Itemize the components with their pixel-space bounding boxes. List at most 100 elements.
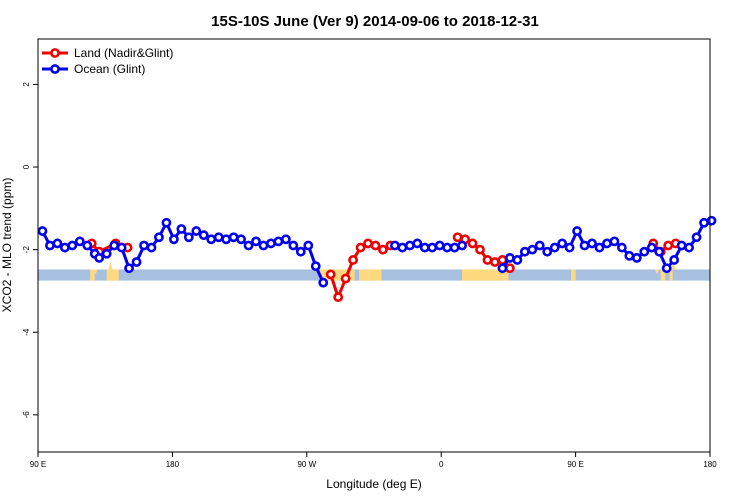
- data-point: [37, 226, 48, 236]
- data-point: [168, 234, 179, 245]
- data-point: [109, 240, 120, 251]
- data-point: [661, 263, 672, 274]
- data-point: [183, 232, 194, 243]
- data-point: [419, 242, 430, 253]
- data-point: [243, 240, 254, 251]
- data-point: [669, 255, 680, 265]
- land-bump: [108, 262, 113, 270]
- y-tick-label: 2: [22, 82, 31, 87]
- data-point: [116, 242, 127, 253]
- data-point: [288, 240, 299, 251]
- y-tick-label: 0: [22, 164, 31, 169]
- data-point: [564, 242, 575, 253]
- data-point: [363, 238, 373, 249]
- data-point: [333, 292, 344, 303]
- data-point: [318, 277, 329, 288]
- x-axis-label: Longitude (deg E): [326, 477, 421, 491]
- data-point: [490, 257, 500, 267]
- land-segment: [669, 269, 673, 281]
- data-point: [191, 226, 202, 236]
- data-point: [176, 224, 187, 234]
- data-point: [52, 238, 63, 249]
- chart-title: 15S-10S June (Ver 9) 2014-09-06 to 2018-…: [211, 13, 539, 30]
- data-point: [609, 236, 620, 247]
- data-point: [691, 232, 702, 243]
- data-point: [519, 246, 530, 257]
- data-point: [258, 240, 269, 251]
- data-point: [663, 240, 674, 251]
- x-tick-label: 180: [166, 460, 180, 469]
- data-point: [370, 240, 381, 251]
- data-point: [221, 234, 232, 245]
- data-point: [504, 252, 515, 263]
- data-point: [303, 240, 314, 251]
- data-point: [310, 261, 321, 272]
- y-tick-label: -6: [22, 411, 31, 419]
- land-segment: [320, 269, 355, 281]
- data-point: [390, 240, 400, 251]
- data-point: [412, 238, 423, 249]
- data-point: [434, 240, 445, 251]
- data-point: [236, 234, 246, 245]
- data-point: [67, 240, 78, 251]
- data-point: [594, 242, 605, 253]
- x-tick-label: 90 W: [297, 460, 316, 469]
- data-point: [427, 242, 438, 253]
- series-ocean-glint-: [37, 215, 717, 288]
- data-point: [534, 240, 545, 251]
- data-point: [198, 230, 209, 241]
- data-point: [397, 242, 408, 253]
- data-point: [449, 242, 460, 253]
- data-point: [131, 257, 142, 267]
- data-point: [348, 255, 358, 265]
- data-point: [325, 269, 336, 280]
- data-point: [699, 217, 709, 228]
- data-point: [579, 240, 590, 251]
- data-point: [228, 232, 239, 243]
- x-tick-label: 90 E: [567, 460, 583, 469]
- land-segment: [462, 269, 497, 281]
- data-point: [631, 252, 642, 263]
- data-point: [124, 263, 134, 274]
- data-point: [139, 240, 149, 251]
- x-tick-label: 0: [439, 460, 444, 469]
- data-point: [504, 263, 515, 274]
- x-tick-label: 90 E: [30, 460, 46, 469]
- legend-swatch-marker: [50, 64, 60, 74]
- data-point: [497, 263, 508, 274]
- land-bump: [654, 269, 660, 275]
- data-point: [74, 236, 85, 247]
- data-point: [146, 242, 157, 253]
- data-point: [59, 242, 70, 253]
- data-point: [684, 242, 694, 253]
- data-point: [340, 273, 351, 284]
- data-point: [587, 238, 597, 249]
- legend: Land (Nadir&Glint) Ocean (Glint): [42, 46, 173, 76]
- data-point: [624, 250, 635, 261]
- data-point: [94, 252, 105, 263]
- data-point: [206, 234, 217, 245]
- plot-frame: [37, 38, 711, 453]
- data-point: [527, 244, 538, 255]
- data-point: [467, 238, 478, 249]
- data-point: [82, 240, 93, 251]
- y-tick-label: -2: [22, 246, 31, 254]
- data-point: [251, 236, 261, 247]
- legend-label: Land (Nadir&Glint): [74, 46, 173, 60]
- data-point: [273, 236, 284, 247]
- y-tick-label: -4: [22, 328, 31, 336]
- data-point: [295, 246, 306, 257]
- data-point: [266, 238, 276, 249]
- land-bump: [93, 269, 98, 275]
- data-point: [280, 234, 291, 245]
- land-segment: [90, 269, 95, 281]
- data-point: [646, 242, 657, 253]
- data-point: [549, 242, 560, 253]
- data-point: [213, 232, 224, 243]
- data-point: [512, 255, 523, 265]
- data-point: [457, 240, 468, 251]
- legend-label: Ocean (Glint): [74, 62, 145, 76]
- data-point: [616, 242, 627, 253]
- data-point: [442, 242, 453, 253]
